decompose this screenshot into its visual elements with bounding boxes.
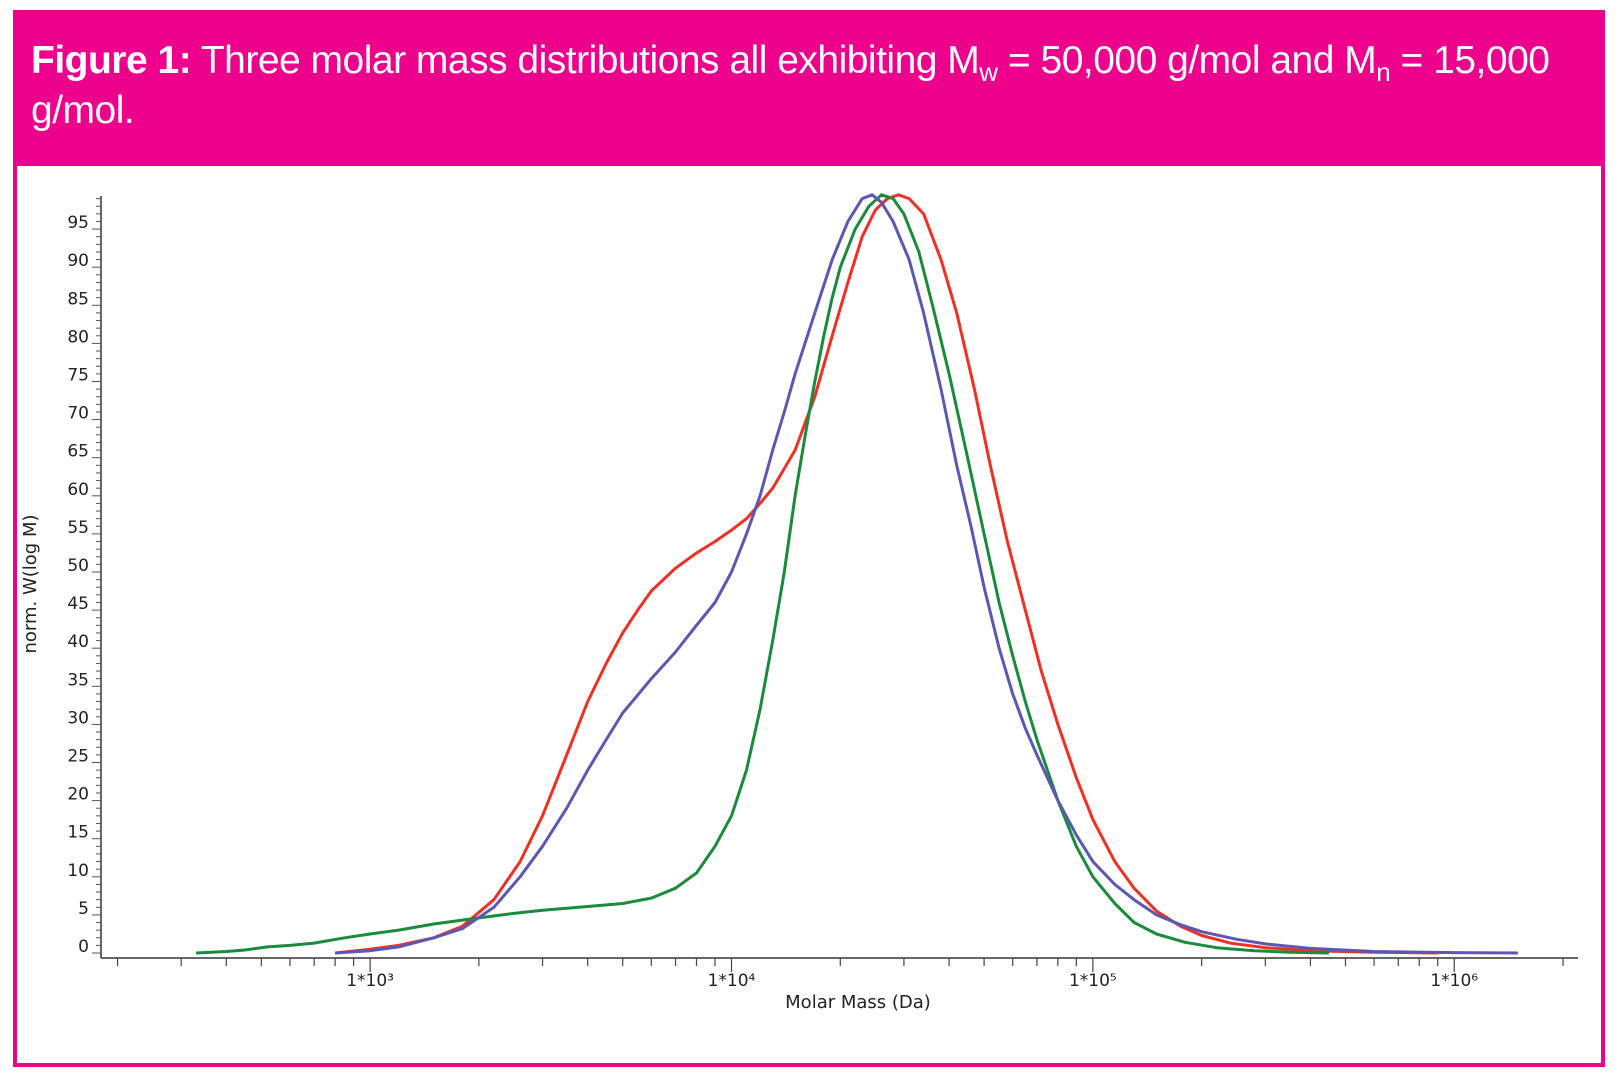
series-line-red <box>334 193 1438 955</box>
figure-header: Figure 1: Three molar mass distributions… <box>17 14 1601 166</box>
y-tick-label: 80 <box>67 327 89 347</box>
y-axis-title: norm. W(log M) <box>20 514 41 653</box>
y-tick-label: 0 <box>78 937 89 957</box>
chart-tick-labels: 0 5 10 15 20 25 30 35 40 45 50 55 60 65 70 75 80 85 90 95 1*… <box>67 213 1478 991</box>
subscript-n: n <box>1376 57 1391 87</box>
y-tick-label: 25 <box>67 747 89 767</box>
y-tick-label: 40 <box>67 632 89 652</box>
chart-ticks <box>92 198 1564 972</box>
y-tick-label: 90 <box>67 251 89 271</box>
y-tick-label: 50 <box>67 556 89 576</box>
y-tick-label: 55 <box>67 518 89 538</box>
y-tick-label: 45 <box>67 594 89 614</box>
y-tick-label: 60 <box>67 480 89 500</box>
y-tick-label: 5 <box>78 899 89 919</box>
x-axis-title: Molar Mass (Da) <box>785 992 931 1013</box>
caption-text-a: Three molar mass distributions all exhib… <box>191 39 980 82</box>
subscript-w: w <box>979 57 998 87</box>
x-tick-label: 1*10³ <box>346 971 394 991</box>
y-tick-label: 20 <box>67 785 89 805</box>
series-line-green <box>196 193 1329 955</box>
y-tick-label: 15 <box>67 823 89 843</box>
y-tick-label: 35 <box>67 670 89 690</box>
caption-text-b: = 50,000 g/mol and M <box>997 39 1377 82</box>
x-tick-label: 1*10⁵ <box>1069 971 1117 991</box>
y-tick-label: 95 <box>67 213 89 233</box>
y-tick-label: 70 <box>67 404 89 424</box>
figure-caption: Figure 1: Three molar mass distributions… <box>31 36 1587 136</box>
y-tick-label: 85 <box>67 289 89 309</box>
series-line-blue <box>335 193 1518 955</box>
caption-text-c: = 15,000 g/mol. <box>31 39 1550 132</box>
x-tick-label: 1*10⁶ <box>1430 971 1478 991</box>
y-tick-label: 75 <box>67 366 89 386</box>
figure-label: Figure 1: <box>31 39 192 82</box>
x-tick-label: 1*10⁴ <box>708 971 756 991</box>
y-tick-label: 10 <box>67 861 89 881</box>
figure-frame: Figure 1: Three molar mass distributions… <box>13 10 1605 1067</box>
y-tick-label: 30 <box>67 708 89 728</box>
y-tick-label: 65 <box>67 442 89 462</box>
chart-series <box>196 193 1518 955</box>
